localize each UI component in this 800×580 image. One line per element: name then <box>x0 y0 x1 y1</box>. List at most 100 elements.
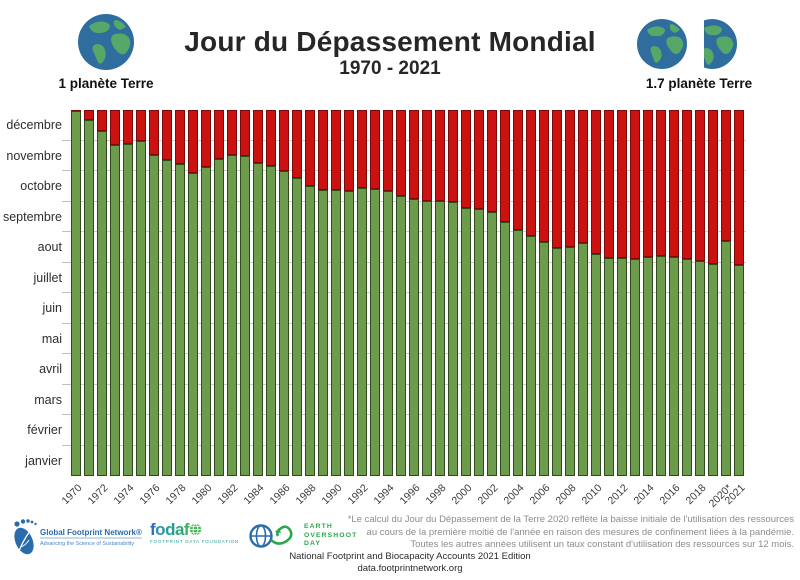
bar-2004 <box>513 110 523 476</box>
bar-2009 <box>578 110 588 476</box>
bar-2020 <box>721 110 731 476</box>
bar-2018 <box>695 110 705 476</box>
one-point-seven-planets-label: 1.7 planète Terre <box>645 76 753 91</box>
bar-1993 <box>370 110 380 476</box>
bar-2007 <box>552 110 562 476</box>
within-budget-segment <box>695 261 705 476</box>
year-label-1980: 1980 <box>189 482 215 508</box>
month-gridline <box>70 322 746 324</box>
month-gridline <box>70 444 746 446</box>
overshoot-segment <box>695 110 705 262</box>
fodafo-globe-o-icon <box>190 523 202 536</box>
bar-2019 <box>708 110 718 476</box>
within-budget-segment <box>409 199 419 476</box>
footnote-line-1: *Le calcul du Jour du Dépassement de la … <box>347 514 794 525</box>
month-gridline <box>70 261 746 263</box>
within-budget-segment <box>396 196 406 476</box>
within-budget-segment <box>617 258 627 476</box>
within-budget-segment <box>253 163 263 476</box>
month-label-juin: juin <box>42 301 62 315</box>
bar-1983 <box>240 110 250 476</box>
month-gridline <box>70 353 746 354</box>
within-budget-segment <box>201 167 211 476</box>
year-label-1992: 1992 <box>345 482 371 508</box>
month-gridline <box>70 383 746 385</box>
fodafo-tagline: FOOTPRINT DATA FOUNDATION <box>150 539 240 544</box>
bar-1987 <box>292 110 302 476</box>
bar-1977 <box>162 110 172 476</box>
overshoot-segment <box>734 110 744 266</box>
eod-day: DAY <box>304 540 322 548</box>
bar-1978 <box>175 110 185 476</box>
bar-2010 <box>591 110 601 476</box>
overshoot-segment <box>370 110 380 190</box>
svg-text:Advancing the Science of Susta: Advancing the Science of Sustainability <box>40 541 134 547</box>
fodafo-logo: fodaf FOOTPRINT DATA FOUNDATION <box>150 521 242 544</box>
overshoot-segment <box>383 110 393 192</box>
year-label-1988: 1988 <box>293 482 319 508</box>
within-budget-segment <box>71 111 81 476</box>
within-budget-segment <box>500 222 510 476</box>
bar-1997 <box>422 110 432 476</box>
overshoot-segment <box>565 110 575 248</box>
month-tick <box>62 444 70 446</box>
overshoot-segment <box>344 110 354 192</box>
overshoot-segment <box>487 110 497 213</box>
month-gridline <box>70 200 746 202</box>
within-budget-segment <box>591 254 601 476</box>
fodafo-wordmark: fodaf <box>150 521 242 538</box>
overshoot-segment <box>682 110 692 260</box>
bar-2001 <box>474 110 484 476</box>
year-label-1996: 1996 <box>397 482 423 508</box>
bar-1971 <box>84 110 94 476</box>
within-budget-segment <box>721 241 731 476</box>
bar-1972 <box>97 110 107 476</box>
within-budget-segment <box>539 242 549 476</box>
year-label-2002: 2002 <box>475 482 501 508</box>
within-budget-segment <box>305 186 315 476</box>
year-label-1984: 1984 <box>241 482 267 508</box>
month-label-juillet: juillet <box>33 270 63 285</box>
bar-1982 <box>227 110 237 476</box>
fodafo-letter: d <box>165 520 175 539</box>
year-label-1990: 1990 <box>319 482 345 508</box>
footprint-icon <box>14 519 37 555</box>
overshoot-segment <box>721 110 731 242</box>
within-budget-segment <box>84 120 94 476</box>
globe-loop-icon <box>249 524 293 548</box>
bar-1998 <box>435 110 445 476</box>
overshoot-segment <box>227 110 237 156</box>
overshoot-segment <box>656 110 666 257</box>
month-gridline <box>70 170 746 171</box>
eod-earth: EARTH <box>304 523 333 531</box>
fodafo-letter: o <box>155 520 166 539</box>
month-gridline <box>70 292 746 293</box>
month-tick <box>62 414 70 415</box>
month-tick <box>62 261 70 263</box>
overshoot-segment <box>110 110 120 146</box>
month-label-janvier: janvier <box>25 453 62 468</box>
within-budget-segment <box>604 258 614 476</box>
earth-overshoot-day-logo: EARTH OVERSHOOT DAY <box>248 518 357 554</box>
overshoot-segment <box>188 110 198 174</box>
year-label-2008: 2008 <box>553 482 579 508</box>
bar-1991 <box>344 110 354 476</box>
year-label-2000: 2000 <box>449 482 475 508</box>
fodafo-letter: f <box>183 520 190 539</box>
bar-2015 <box>656 110 666 476</box>
bar-2014 <box>643 110 653 476</box>
within-budget-segment <box>565 247 575 476</box>
month-label-mai: mai <box>41 331 62 346</box>
fodafo-letter: a <box>174 520 184 539</box>
page-title: Jour du Dépassement Mondial <box>184 26 596 57</box>
within-budget-segment <box>266 166 276 476</box>
overshoot-segment <box>279 110 289 172</box>
within-budget-segment <box>97 131 107 476</box>
within-budget-segment <box>240 156 250 476</box>
bar-2017 <box>682 110 692 476</box>
bar-1994 <box>383 110 393 476</box>
month-tick <box>62 353 70 354</box>
global-footprint-network-logo: Global Footprint Network® Advancing the … <box>14 519 142 555</box>
within-budget-segment <box>526 236 536 476</box>
within-budget-segment <box>383 191 393 476</box>
